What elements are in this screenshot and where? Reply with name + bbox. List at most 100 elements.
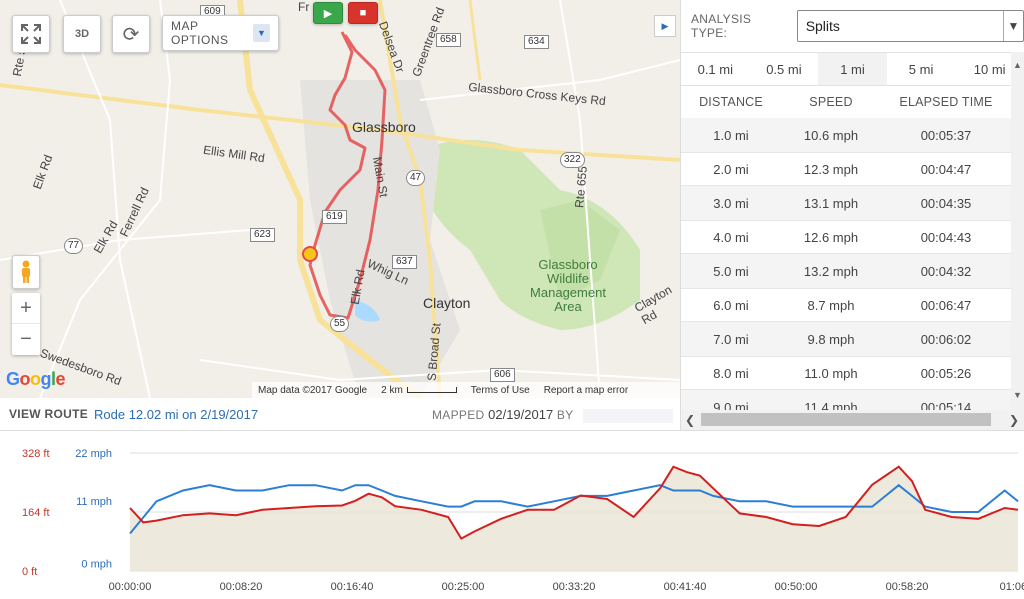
tab-1-mi[interactable]: 1 mi: [818, 53, 887, 85]
shield-623: 623: [250, 228, 275, 242]
stop-button[interactable]: ■: [348, 2, 378, 24]
cell-speed: 11.0 mph: [804, 365, 858, 381]
cell-elapsed-time: 00:05:26: [920, 365, 972, 381]
analysis-type-label: ANALYSIS TYPE:: [691, 12, 752, 40]
horizontal-scrollbar[interactable]: ❮ ❯: [681, 410, 1024, 430]
analysis-type-select[interactable]: Splits ▼: [796, 10, 1024, 42]
scale-line: [406, 387, 457, 393]
tab-0-5-mi[interactable]: 0.5 mi: [766, 61, 802, 77]
label-park: Glassboro Wildlife Management Area: [530, 257, 606, 314]
tab-5-mi[interactable]: 5 mi: [908, 61, 934, 77]
table-row[interactable]: 4.0 mi 12.6 mph 00:04:43: [681, 220, 1011, 254]
mapped-by-user[interactable]: [582, 408, 673, 423]
table-row[interactable]: 8.0 mi 11.0 mph 00:05:26: [681, 356, 1011, 390]
view-route-label: VIEW ROUTE: [9, 407, 89, 421]
terms-link[interactable]: Terms of Use: [470, 384, 530, 396]
zoom-out-button[interactable]: −: [20, 328, 32, 350]
fullscreen-icon: [21, 24, 41, 44]
3d-label: 3D: [74, 28, 90, 40]
analysis-type-row: ANALYSIS TYPE: Splits ▼: [681, 0, 1024, 52]
route-link[interactable]: Rode 12.02 mi on 2/19/2017: [94, 406, 259, 422]
street-view-button[interactable]: [12, 255, 40, 289]
splits-table-header: DISTANCE SPEED ELAPSED TIME: [681, 86, 1024, 118]
route-map[interactable]: Glassboro Clayton Ellis Mill Rd Glassbor…: [0, 0, 680, 398]
park-area-2: [540, 200, 620, 300]
table-row[interactable]: 7.0 mi 9.8 mph 00:06:02: [681, 322, 1011, 356]
shield-77: 77: [64, 238, 84, 254]
3d-button[interactable]: 3D: [63, 15, 101, 53]
panel-toggle-button[interactable]: ▶: [654, 15, 676, 37]
zoom-in-button[interactable]: +: [12, 293, 40, 324]
cell-distance: 9.0 mi: [713, 399, 749, 411]
map-options-button[interactable]: MAP OPTIONS ▼: [162, 15, 279, 51]
rotate-icon: ⟳: [122, 23, 140, 46]
table-row[interactable]: 3.0 mi 13.1 mph 00:04:35: [681, 186, 1011, 220]
elevation-speed-chart[interactable]: 328 ft 164 ft 0 ft 22 mph 11 mph 0 mph 00:00:0…: [0, 430, 1024, 599]
report-error-link[interactable]: Report a map error: [543, 384, 629, 396]
analysis-type-value: Splits: [805, 18, 840, 34]
cell-speed: 11.4 mph: [804, 399, 858, 411]
map-data-text: Map data ©2017 Google: [258, 384, 368, 396]
scale-bar[interactable]: 2 km: [381, 385, 457, 396]
cell-speed: 10.6 mph: [803, 127, 859, 143]
x-tick-label: 00:50:00: [775, 581, 818, 593]
cell-elapsed-time: 00:06:47: [920, 297, 972, 313]
shield-658: 658: [436, 33, 461, 47]
label-glassboro: Glassboro: [352, 119, 416, 135]
speed-tick-label: 22 mph: [75, 448, 112, 460]
zoom-control: + −: [12, 293, 40, 355]
label-clayton: Clayton: [423, 295, 471, 311]
rotate-button[interactable]: ⟳: [112, 15, 150, 53]
table-row[interactable]: 2.0 mi 12.3 mph 00:04:47: [681, 152, 1011, 186]
water: [355, 300, 380, 322]
cell-elapsed-time: 00:06:02: [920, 331, 972, 347]
x-tick-label: 01:06:4: [1000, 581, 1024, 593]
label-fr: Fr: [298, 0, 310, 14]
table-row[interactable]: 9.0 mi 11.4 mph 00:05:14: [681, 390, 1011, 410]
mapped-by-label: BY: [556, 408, 574, 422]
play-icon: ▶: [323, 7, 333, 20]
table-row[interactable]: 5.0 mi 13.2 mph 00:04:32: [681, 254, 1011, 288]
table-row[interactable]: 6.0 mi 8.7 mph 00:06:47: [681, 288, 1011, 322]
scroll-down-icon[interactable]: ▼: [1013, 390, 1022, 400]
cell-elapsed-time: 00:04:32: [920, 263, 972, 279]
cell-distance: 6.0 mi: [713, 297, 749, 313]
split-interval-tabs: 0.1 mi 0.5 mi 1 mi 5 mi 10 mi: [681, 52, 1024, 86]
scale-label: 2 km: [381, 384, 403, 396]
splits-table-body[interactable]: 1.0 mi 10.6 mph 00:05:37 2.0 mi 12.3 mph 00:0…: [681, 118, 1011, 410]
x-tick-label: 00:58:20: [886, 581, 929, 593]
horizontal-scrollbar-thumb[interactable]: [701, 413, 991, 426]
scroll-up-icon[interactable]: ▲: [1013, 60, 1022, 70]
elevation-series-line: [129, 465, 1019, 540]
x-tick-label: 00:33:20: [553, 581, 596, 593]
cell-speed: 13.2 mph: [803, 263, 859, 279]
scroll-right-icon[interactable]: ❯: [1008, 413, 1019, 427]
play-button[interactable]: ▶: [313, 2, 343, 24]
shield-55: 55: [330, 316, 350, 332]
cell-elapsed-time: 00:04:35: [920, 195, 972, 211]
shield-634: 634: [524, 35, 549, 49]
shield-637: 637: [392, 255, 417, 269]
cell-distance: 5.0 mi: [713, 263, 749, 279]
cell-elapsed-time: 00:04:43: [920, 229, 972, 245]
speed-tick-label: 11 mph: [76, 496, 112, 508]
fullscreen-button[interactable]: [12, 15, 50, 53]
chevron-down-icon: ▼: [1003, 11, 1023, 41]
shield-606: 606: [490, 368, 515, 382]
cell-distance: 8.0 mi: [713, 365, 749, 381]
shield-322: 322: [560, 152, 585, 168]
cell-speed: 12.3 mph: [803, 161, 859, 177]
chevron-down-icon: ▼: [253, 24, 270, 42]
cell-elapsed-time: 00:04:47: [920, 161, 972, 177]
elevation-fill: [130, 466, 1018, 571]
tab-0-1-mi[interactable]: 0.1 mi: [697, 61, 733, 77]
tab-10-mi[interactable]: 10 mi: [973, 61, 1006, 77]
shield-47: 47: [406, 170, 426, 186]
vertical-scrollbar[interactable]: ▲ ▼: [1011, 52, 1024, 410]
table-row[interactable]: 1.0 mi 10.6 mph 00:05:37: [681, 118, 1011, 152]
speed-tick-label: 0 mph: [81, 558, 112, 570]
map-attribution: Map data ©2017 Google 2 km Terms of Use …: [252, 382, 680, 398]
scroll-left-icon[interactable]: ❮: [685, 413, 696, 427]
x-tick-label: 00:25:00: [442, 581, 485, 593]
header-elapsed-time: ELAPSED TIME: [899, 95, 993, 109]
